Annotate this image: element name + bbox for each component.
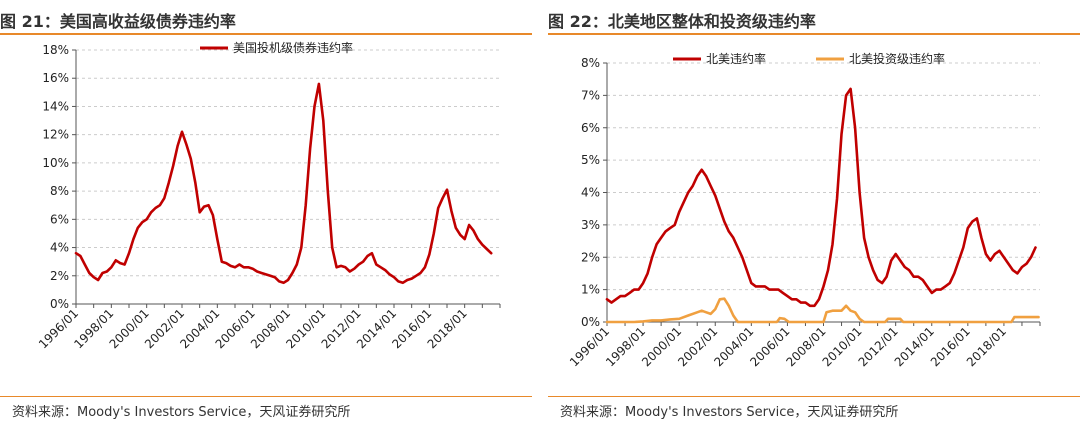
- y-tick-label: 10%: [42, 156, 69, 170]
- title-divider: [0, 33, 532, 35]
- series-line-2: [605, 297, 1040, 324]
- series-line-1: [74, 82, 493, 285]
- figure-title: 图 21：美国高收益级债券违约率: [0, 12, 236, 31]
- x-tick-label: 2018/01: [425, 306, 470, 351]
- x-tick-label: 2018/01: [964, 324, 1009, 369]
- chart-left: 0%2%4%6%8%10%12%14%16%18%1996/011998/012…: [36, 40, 501, 351]
- y-tick-label: 0%: [50, 297, 69, 311]
- legend-label: 美国投机级债券违约率: [233, 40, 353, 55]
- legend-label: 北美投资级违约率: [849, 51, 945, 66]
- y-tick-label: 5%: [581, 153, 600, 167]
- series-line-1: [605, 87, 1037, 308]
- y-tick-label: 18%: [42, 43, 69, 57]
- figure-title: 图 22：北美地区整体和投资级违约率: [548, 12, 816, 31]
- y-tick-label: 8%: [50, 184, 69, 198]
- y-tick-label: 14%: [42, 99, 69, 113]
- y-tick-label: 7%: [581, 88, 600, 102]
- y-tick-label: 2%: [50, 269, 69, 283]
- y-tick-label: 1%: [581, 283, 600, 297]
- source-divider: [548, 396, 1080, 397]
- source-divider: [0, 396, 532, 397]
- panel-left: 图 21：美国高收益级债券违约率 0% 2% 4% 6% 8% 10% 12% 14% 16% 1…: [0, 0, 532, 423]
- y-tick-label: 16%: [42, 71, 69, 85]
- y-tick-label: 2%: [581, 250, 600, 264]
- source-note: 资料来源：Moody's Investors Service，天风证券研究所: [12, 405, 351, 420]
- y-tick-label: 4%: [50, 241, 69, 255]
- y-tick-label: 12%: [42, 128, 69, 142]
- legend-label: 北美违约率: [706, 51, 766, 66]
- y-tick-label: 6%: [581, 121, 600, 135]
- panel-right: 图 22：北美地区整体和投资级违约率 0% 1% 2% 3% 4% 5% 6% 7% 8% 199…: [548, 0, 1080, 423]
- y-tick-label: 6%: [50, 212, 69, 226]
- y-tick-label: 3%: [581, 218, 600, 232]
- y-tick-label: 0%: [581, 315, 600, 329]
- y-tick-label: 4%: [581, 186, 600, 200]
- y-tick-label: 8%: [581, 56, 600, 70]
- source-note: 资料来源：Moody's Investors Service，天风证券研究所: [560, 405, 899, 420]
- title-divider: [548, 33, 1080, 35]
- chart-right: 0%1%2%3%4%5%6%7%8%1996/011998/012000/012…: [567, 51, 1041, 369]
